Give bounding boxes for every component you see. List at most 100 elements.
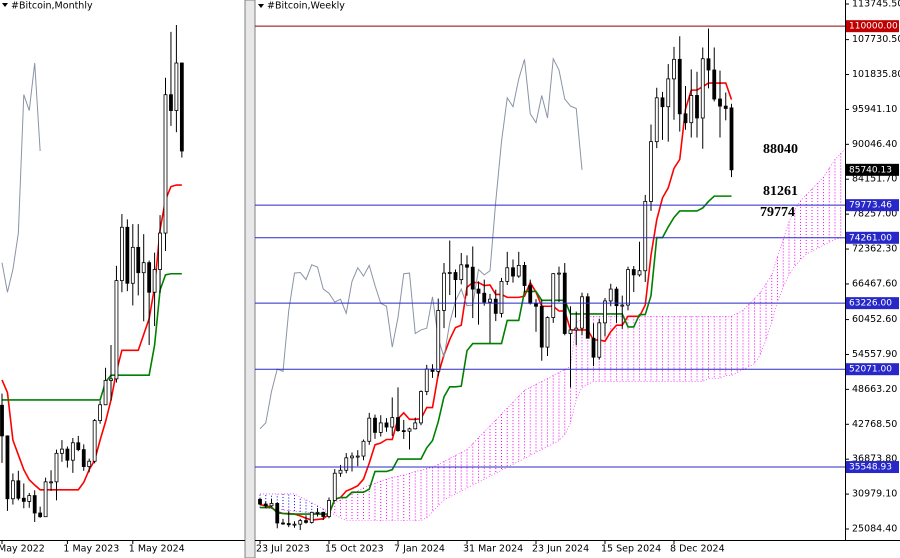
y-tick-label: 60452.60 [852, 314, 897, 325]
level-box [846, 231, 899, 244]
y-tick-label: 90046.40 [852, 139, 897, 150]
candle-body [442, 272, 446, 311]
candle-body [76, 442, 81, 451]
indicator-line [2, 272, 182, 401]
candle-body [27, 495, 32, 502]
candle-body [174, 62, 179, 111]
candle-body [114, 280, 119, 380]
candle-body [43, 481, 48, 518]
candle-body [568, 329, 573, 334]
candle-body [476, 288, 481, 294]
candle-body [275, 503, 280, 524]
level-label: 74261.00 [849, 233, 892, 243]
x-tick-label: 7 Jan 2024 [394, 544, 445, 555]
candle-body [482, 292, 487, 303]
candle-body [666, 78, 671, 108]
candle-body [298, 520, 303, 525]
candle-body [103, 380, 108, 406]
candle-body [401, 430, 406, 433]
candle-body [539, 305, 544, 348]
candle-body [706, 58, 711, 71]
level-box [846, 297, 899, 310]
candle-body [488, 298, 492, 303]
level-box [846, 363, 899, 376]
candle-body [70, 442, 75, 461]
candle-body [38, 512, 43, 518]
candle-body [700, 58, 705, 119]
annotation: 88040 [763, 142, 798, 157]
candle-body [660, 97, 665, 108]
candle-body [332, 472, 337, 501]
y-tick-label: 30979.10 [852, 489, 897, 500]
candle-body [608, 288, 613, 302]
panel-title: #Bitcoin,Monthly [11, 1, 93, 12]
candle-body [384, 422, 389, 428]
candle-body [304, 520, 308, 523]
candle-body [321, 511, 326, 517]
y-tick-label: 72362.30 [852, 244, 897, 255]
y-tick-label: 36873.80 [852, 454, 897, 465]
candle-body [459, 264, 464, 281]
candle-body [453, 272, 458, 281]
candle-body [413, 422, 418, 430]
candle-body [60, 448, 64, 454]
x-tick-label: 15 Oct 2023 [325, 544, 384, 555]
candle-body [263, 503, 268, 507]
candle-body [712, 69, 717, 100]
level-label: 79773.46 [849, 201, 892, 211]
indicator-line [260, 195, 732, 515]
candle-body [152, 269, 157, 293]
candle-body [528, 285, 533, 304]
y-tick-label: 78257.00 [852, 209, 897, 220]
candle-body [286, 523, 291, 526]
level-label: 35548.93 [849, 463, 892, 473]
candle-body [585, 296, 590, 339]
candle-body [350, 455, 354, 459]
candle-body [87, 460, 92, 467]
candle-body [557, 272, 561, 275]
y-tick-label: 107730.50 [852, 34, 900, 45]
annotation: 81261 [763, 184, 798, 199]
candle-body [16, 480, 21, 499]
candle-body [32, 495, 37, 514]
candle-body [65, 448, 70, 461]
x-tick-label: 8 Dec 2024 [670, 544, 725, 555]
panel [258, 28, 845, 531]
candle-body [315, 511, 320, 514]
last-price-box [846, 163, 899, 176]
candle-body [683, 113, 688, 124]
candle-body [338, 469, 343, 474]
candle-body [574, 327, 579, 331]
x-tick-label: 31 Mar 2024 [463, 544, 523, 555]
candle-body [470, 266, 475, 290]
candle-body [390, 417, 395, 428]
candle-body [269, 503, 274, 507]
y-tick-label: 48663.20 [852, 384, 897, 395]
candle-body [672, 58, 676, 80]
candle-body [603, 300, 607, 324]
x-tick-label: 1 May 2024 [129, 544, 185, 555]
candle-body [516, 265, 521, 277]
y-tick-label: 54557.90 [852, 349, 897, 360]
candle-body [729, 107, 734, 171]
candle-body [396, 417, 400, 432]
candle-body [551, 273, 556, 318]
y-tick-label: 84151.70 [852, 174, 897, 185]
candle-body [355, 455, 360, 458]
candle-body [179, 62, 184, 152]
candle-body [499, 280, 504, 314]
candle-body [169, 94, 173, 111]
x-tick-label: 23 Jun 2024 [532, 544, 589, 555]
candle-body [723, 105, 728, 109]
x-tick-label: 1 May 2023 [63, 544, 119, 555]
candle-body [654, 97, 659, 143]
candle-body [141, 262, 146, 274]
y-tick-label: 42768.50 [852, 419, 897, 430]
candle-body [718, 98, 722, 107]
candle-body [49, 481, 53, 484]
candle-body [436, 310, 441, 372]
candle-body [92, 420, 97, 462]
level-label: 63226.00 [849, 299, 892, 309]
level-box [846, 199, 899, 212]
